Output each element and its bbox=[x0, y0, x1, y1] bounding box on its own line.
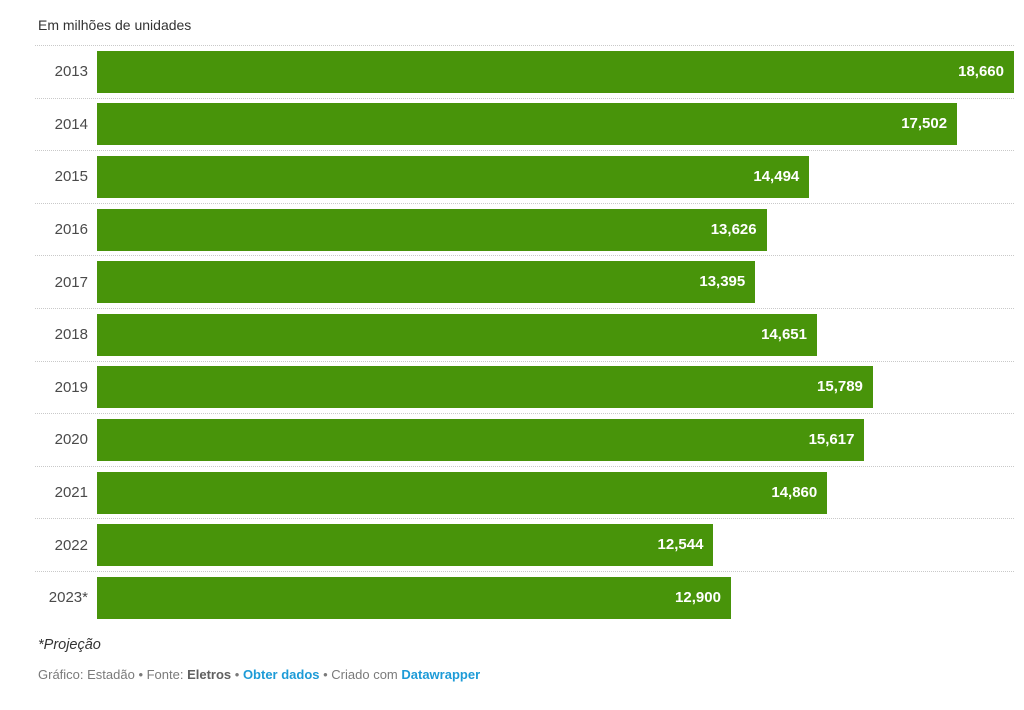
category-label: 2019 bbox=[54, 378, 88, 396]
bar: 17,502 bbox=[97, 103, 958, 146]
bar-value-label: 13,395 bbox=[699, 273, 746, 291]
bar-value-label: 15,789 bbox=[817, 378, 863, 396]
bar-track: 13,395 bbox=[97, 261, 1014, 304]
bar: 18,660 bbox=[97, 50, 1014, 93]
bar: 15,789 bbox=[97, 366, 873, 409]
bar-track: 14,494 bbox=[97, 155, 1014, 198]
get-data-link[interactable]: Obter dados bbox=[242, 667, 320, 682]
bar: 12,544 bbox=[97, 524, 714, 567]
chart-row: 2021 14,860 bbox=[35, 465, 1014, 519]
category-label: 2018 bbox=[54, 326, 88, 344]
separator-dot: • bbox=[319, 667, 332, 682]
datawrapper-link[interactable]: Datawrapper bbox=[401, 667, 481, 682]
category-label: 2022 bbox=[54, 536, 88, 554]
bar-track: 12,900 bbox=[97, 576, 1014, 619]
chart-row: 2023* 12,900 bbox=[35, 570, 1014, 624]
bar-track: 15,789 bbox=[97, 366, 1014, 409]
chart-row: 2014 17,502 bbox=[35, 97, 1014, 151]
bar: 14,860 bbox=[97, 471, 828, 514]
category-label: 2015 bbox=[54, 168, 88, 186]
source-name: Eletros bbox=[187, 667, 232, 682]
bar-value-label: 13,626 bbox=[710, 220, 757, 238]
category-label: 2021 bbox=[54, 484, 88, 502]
bar: 14,494 bbox=[97, 155, 810, 198]
bar-value-label: 14,651 bbox=[761, 325, 807, 343]
chart-row: 2019 15,789 bbox=[35, 360, 1014, 414]
chart-row: 2015 14,494 bbox=[35, 150, 1014, 203]
chart-row: 2016 13,626 bbox=[35, 202, 1014, 256]
bar: 15,617 bbox=[97, 418, 865, 461]
bar-chart: 2013 18,660 2014 17,502 2015 14,494 2016 13,626… bbox=[35, 45, 1014, 624]
category-label: 2017 bbox=[54, 273, 88, 291]
category-label: 2013 bbox=[54, 63, 88, 81]
chart-title: Em milhões de unidades bbox=[38, 17, 192, 33]
bar-track: 12,544 bbox=[97, 524, 1014, 567]
bar-value-label: 12,544 bbox=[657, 536, 704, 554]
bar-value-label: 14,494 bbox=[753, 167, 800, 185]
bar: 13,395 bbox=[97, 261, 756, 304]
bar-track: 13,626 bbox=[97, 208, 1014, 251]
bar-value-label: 14,860 bbox=[771, 483, 818, 501]
bar-track: 14,651 bbox=[97, 313, 1014, 356]
projection-note: *Projeção bbox=[38, 637, 101, 653]
bar-track: 15,617 bbox=[97, 418, 1014, 461]
bar: 13,626 bbox=[97, 208, 767, 251]
bar-value-label: 18,660 bbox=[958, 62, 1004, 80]
chart-row: 2022 12,544 bbox=[35, 518, 1014, 571]
bar-value-label: 17,502 bbox=[901, 115, 948, 133]
chart-row: 2017 13,395 bbox=[35, 255, 1014, 308]
bar: 12,900 bbox=[97, 576, 731, 619]
chart-row: 2020 15,617 bbox=[35, 413, 1014, 466]
category-label: 2014 bbox=[54, 115, 88, 133]
chart-row: 2013 18,660 bbox=[35, 45, 1014, 98]
separator-dot: • bbox=[231, 667, 243, 682]
bar-track: 17,502 bbox=[97, 103, 1014, 146]
chart-row: 2018 14,651 bbox=[35, 307, 1014, 361]
bar-value-label: 12,900 bbox=[675, 588, 721, 606]
bar: 14,651 bbox=[97, 313, 817, 356]
bar-value-label: 15,617 bbox=[808, 430, 855, 448]
attribution-prefix: Gráfico: Estadão • Fonte: bbox=[38, 667, 188, 682]
bar-chart-rows: 2013 18,660 2014 17,502 2015 14,494 2016 13,626… bbox=[35, 45, 1014, 624]
created-with-text: Criado com bbox=[331, 667, 402, 682]
category-label: 2023* bbox=[48, 589, 88, 607]
bar-track: 14,860 bbox=[97, 471, 1014, 514]
category-label: 2020 bbox=[54, 431, 88, 449]
category-label: 2016 bbox=[54, 221, 88, 239]
bar-track: 18,660 bbox=[97, 50, 1014, 93]
attribution-line: Gráfico: Estadão • Fonte: Eletros • Obte… bbox=[38, 667, 480, 682]
